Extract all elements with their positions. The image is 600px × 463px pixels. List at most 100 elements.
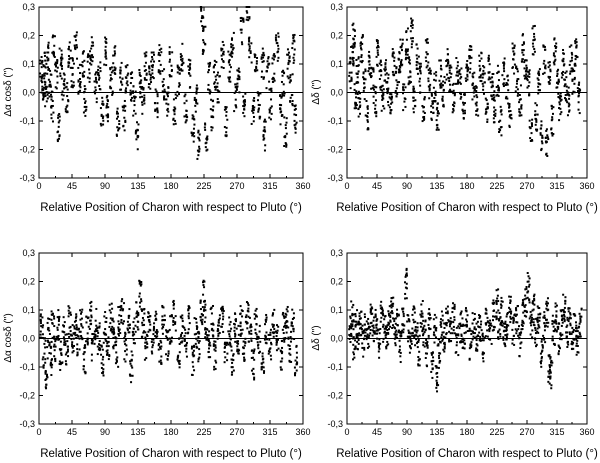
- data-point: [236, 82, 239, 85]
- data-point: [482, 69, 485, 72]
- data-point: [549, 70, 552, 73]
- data-point: [568, 109, 571, 112]
- data-point: [578, 90, 581, 93]
- data-point: [270, 105, 273, 108]
- data-point: [280, 95, 283, 98]
- data-point: [578, 81, 581, 84]
- data-point: [384, 68, 387, 71]
- data-point: [45, 383, 48, 386]
- data-point: [453, 307, 456, 310]
- data-point: [287, 326, 290, 329]
- data-point: [207, 88, 210, 91]
- data-point: [489, 324, 492, 327]
- data-point: [561, 73, 564, 76]
- data-point: [123, 320, 126, 323]
- data-point: [174, 322, 177, 325]
- data-point: [482, 92, 485, 95]
- data-point: [352, 57, 355, 60]
- data-point: [54, 360, 57, 363]
- data-point: [80, 335, 83, 338]
- data-point: [469, 329, 472, 332]
- data-point: [539, 133, 542, 136]
- data-point: [257, 110, 260, 113]
- data-point: [368, 67, 371, 70]
- data-point: [41, 59, 44, 62]
- data-point: [389, 316, 392, 319]
- data-point: [508, 306, 511, 309]
- data-point: [361, 330, 364, 333]
- data-point: [441, 95, 444, 98]
- data-point: [46, 56, 49, 59]
- data-point: [387, 104, 390, 107]
- data-point: [389, 320, 392, 323]
- data-point: [481, 339, 484, 342]
- data-point: [564, 299, 567, 302]
- data-point: [518, 98, 521, 101]
- data-point: [51, 51, 54, 54]
- data-point: [556, 72, 559, 75]
- data-point: [352, 353, 355, 356]
- data-point: [204, 43, 207, 46]
- data-point: [161, 323, 164, 326]
- data-point: [410, 342, 413, 345]
- data-point: [576, 351, 579, 354]
- data-point: [563, 315, 566, 318]
- data-point: [43, 54, 46, 57]
- data-point: [162, 78, 165, 81]
- data-point: [44, 372, 47, 375]
- data-point: [112, 62, 115, 65]
- data-point: [488, 322, 491, 325]
- data-point: [248, 316, 251, 319]
- data-point: [134, 96, 137, 99]
- data-point: [247, 37, 250, 40]
- data-point: [575, 344, 578, 347]
- data-point: [215, 361, 218, 364]
- data-point: [105, 333, 108, 336]
- data-point: [563, 63, 566, 66]
- data-point: [495, 311, 498, 314]
- data-point: [71, 346, 74, 349]
- data-point: [292, 56, 295, 59]
- data-point: [471, 330, 474, 333]
- data-point: [231, 373, 234, 376]
- data-point: [357, 56, 360, 59]
- data-point: [567, 343, 570, 346]
- data-point: [391, 305, 394, 308]
- data-point: [416, 329, 419, 332]
- data-point: [228, 53, 231, 56]
- data-point: [119, 332, 122, 335]
- data-point: [74, 39, 77, 42]
- data-point: [173, 113, 176, 116]
- data-point: [71, 57, 74, 60]
- data-point: [350, 325, 353, 328]
- data-point: [352, 28, 355, 31]
- data-point: [165, 330, 168, 333]
- data-point: [357, 342, 360, 345]
- data-point: [78, 348, 81, 351]
- data-point: [140, 87, 143, 90]
- data-point: [448, 79, 451, 82]
- data-point: [123, 302, 126, 305]
- data-point: [359, 42, 362, 45]
- data-point: [545, 128, 548, 131]
- data-point: [495, 299, 498, 302]
- data-point: [188, 68, 191, 71]
- data-point: [63, 321, 66, 324]
- data-point: [197, 360, 200, 363]
- data-point: [486, 316, 489, 319]
- data-point: [174, 119, 177, 122]
- data-point: [76, 57, 79, 60]
- data-point: [141, 103, 144, 106]
- data-point: [290, 321, 293, 324]
- data-point: [107, 340, 110, 343]
- data-point: [243, 356, 246, 359]
- data-point: [513, 72, 516, 75]
- data-point: [139, 85, 142, 88]
- data-point: [536, 318, 539, 321]
- data-point: [557, 92, 560, 95]
- data-point: [567, 102, 570, 105]
- data-point: [251, 105, 254, 108]
- data-point: [357, 334, 360, 337]
- data-point: [509, 312, 512, 315]
- data-point: [291, 42, 294, 45]
